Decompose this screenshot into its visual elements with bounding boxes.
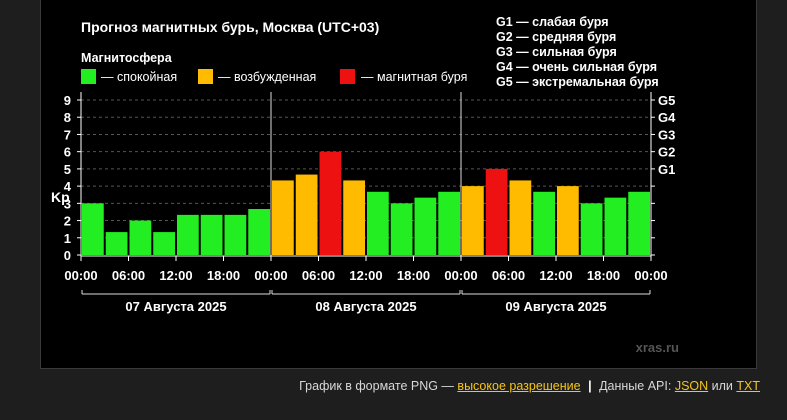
legend-label-storm: — магнитная буря [361, 70, 467, 84]
axes: 0 1 2 3 4 5 6 7 8 9 G1 G2 G3 G4 G5 00:00 06:00 12:00 18:00… [64, 92, 676, 314]
legend-label-calm: — спокойная [101, 70, 177, 84]
x-tick-label: 18:00 [397, 268, 430, 283]
hires-link[interactable]: высокое разрешение [457, 379, 581, 393]
bar-1 [105, 232, 128, 255]
y-tick-label: 7 [64, 127, 71, 142]
legend-swatch-excited [198, 69, 213, 84]
bar-4 [177, 214, 199, 255]
bar-7 [248, 209, 270, 255]
y-tick-label: 1 [64, 231, 71, 246]
storm-scale-g4: G4 — очень сильная буря [496, 60, 657, 74]
x-tick-label: 06:00 [302, 268, 335, 283]
x-tick-label: 00:00 [64, 268, 97, 283]
bar-18 [509, 180, 532, 255]
kp-forecast-chart: Прогноз магнитных бурь, Москва (UTC+03) … [51, 15, 679, 355]
api-prefix: Данные API: [599, 379, 672, 393]
x-tick-label: 00:00 [254, 268, 287, 283]
grid [81, 99, 651, 239]
y-tick-label: 2 [64, 214, 71, 229]
x-tick-label: 06:00 [112, 268, 145, 283]
storm-scale-g1: G1 — слабая буря [496, 15, 609, 29]
watermark: xras.ru [636, 340, 679, 355]
x-tick-label: 12:00 [539, 268, 572, 283]
bar-22 [604, 197, 627, 255]
bar-16 [462, 186, 484, 255]
x-tick-label: 18:00 [587, 268, 620, 283]
bar-11 [343, 180, 365, 255]
y-tick-label: 5 [64, 162, 71, 177]
chart-title: Прогноз магнитных бурь, Москва (UTC+03) [81, 19, 379, 35]
bar-10 [319, 151, 342, 255]
bar-6 [224, 214, 247, 255]
bar-15 [438, 191, 460, 255]
x-tick-label: 00:00 [444, 268, 477, 283]
storm-scale-g3: G3 — сильная буря [496, 45, 617, 59]
y-tick-label: 3 [64, 196, 71, 211]
storm-scale-g5: G5 — экстремальная буря [496, 75, 659, 89]
y-tick-label: 0 [64, 248, 71, 263]
bar-20 [557, 186, 579, 255]
g-tick-label: G4 [658, 110, 676, 125]
legend: — спокойная — возбужденная — магнитная б… [81, 69, 467, 84]
day-label: 07 Августа 2025 [125, 299, 226, 314]
y-tick-label: 8 [64, 110, 71, 125]
g-tick-label: G1 [658, 162, 675, 177]
x-tick-label: 12:00 [349, 268, 382, 283]
bar-0 [82, 203, 104, 255]
y-tick-label: 9 [64, 93, 71, 108]
storm-scale-legend: G1 — слабая буря G2 — средняя буря G3 — … [496, 15, 659, 89]
g-tick-label: G3 [658, 127, 675, 142]
bar-19 [533, 191, 555, 255]
bars [82, 151, 650, 255]
footer-prefix: График в формате PNG — [299, 379, 454, 393]
json-link[interactable]: JSON [674, 379, 709, 393]
y-axis-label: Kp [51, 189, 70, 205]
day-label: 08 Августа 2025 [315, 299, 416, 314]
footer-or: или [711, 379, 733, 393]
bar-13 [390, 203, 413, 255]
x-tick-label: 00:00 [634, 268, 667, 283]
legend-swatch-calm [81, 69, 96, 84]
x-tick-label: 12:00 [159, 268, 192, 283]
chart-panel: Прогноз магнитных бурь, Москва (UTC+03) … [40, 0, 757, 369]
bar-3 [153, 232, 175, 255]
bar-21 [580, 203, 603, 255]
bar-9 [295, 174, 318, 255]
y-tick-label: 6 [64, 145, 71, 160]
bar-2 [129, 220, 152, 255]
legend-title: Магнитосфера [81, 51, 173, 65]
y-tick-label: 4 [64, 179, 72, 194]
bar-14 [414, 197, 437, 255]
storm-scale-g2: G2 — средняя буря [496, 30, 616, 44]
x-tick-label: 06:00 [492, 268, 525, 283]
bar-12 [367, 191, 389, 255]
bar-23 [628, 191, 650, 255]
day-label: 09 Августа 2025 [505, 299, 606, 314]
x-tick-label: 18:00 [207, 268, 240, 283]
bar-17 [485, 168, 508, 255]
bar-5 [200, 214, 223, 255]
footer-separator: | [588, 379, 592, 393]
footer: График в формате PNG — высокое разрешени… [299, 379, 760, 393]
g-tick-label: G2 [658, 145, 675, 160]
g-tick-label: G5 [658, 93, 675, 108]
bar-8 [272, 180, 294, 255]
txt-link[interactable]: TXT [736, 379, 760, 393]
legend-label-excited: — возбужденная [218, 70, 316, 84]
legend-swatch-storm [340, 69, 355, 84]
